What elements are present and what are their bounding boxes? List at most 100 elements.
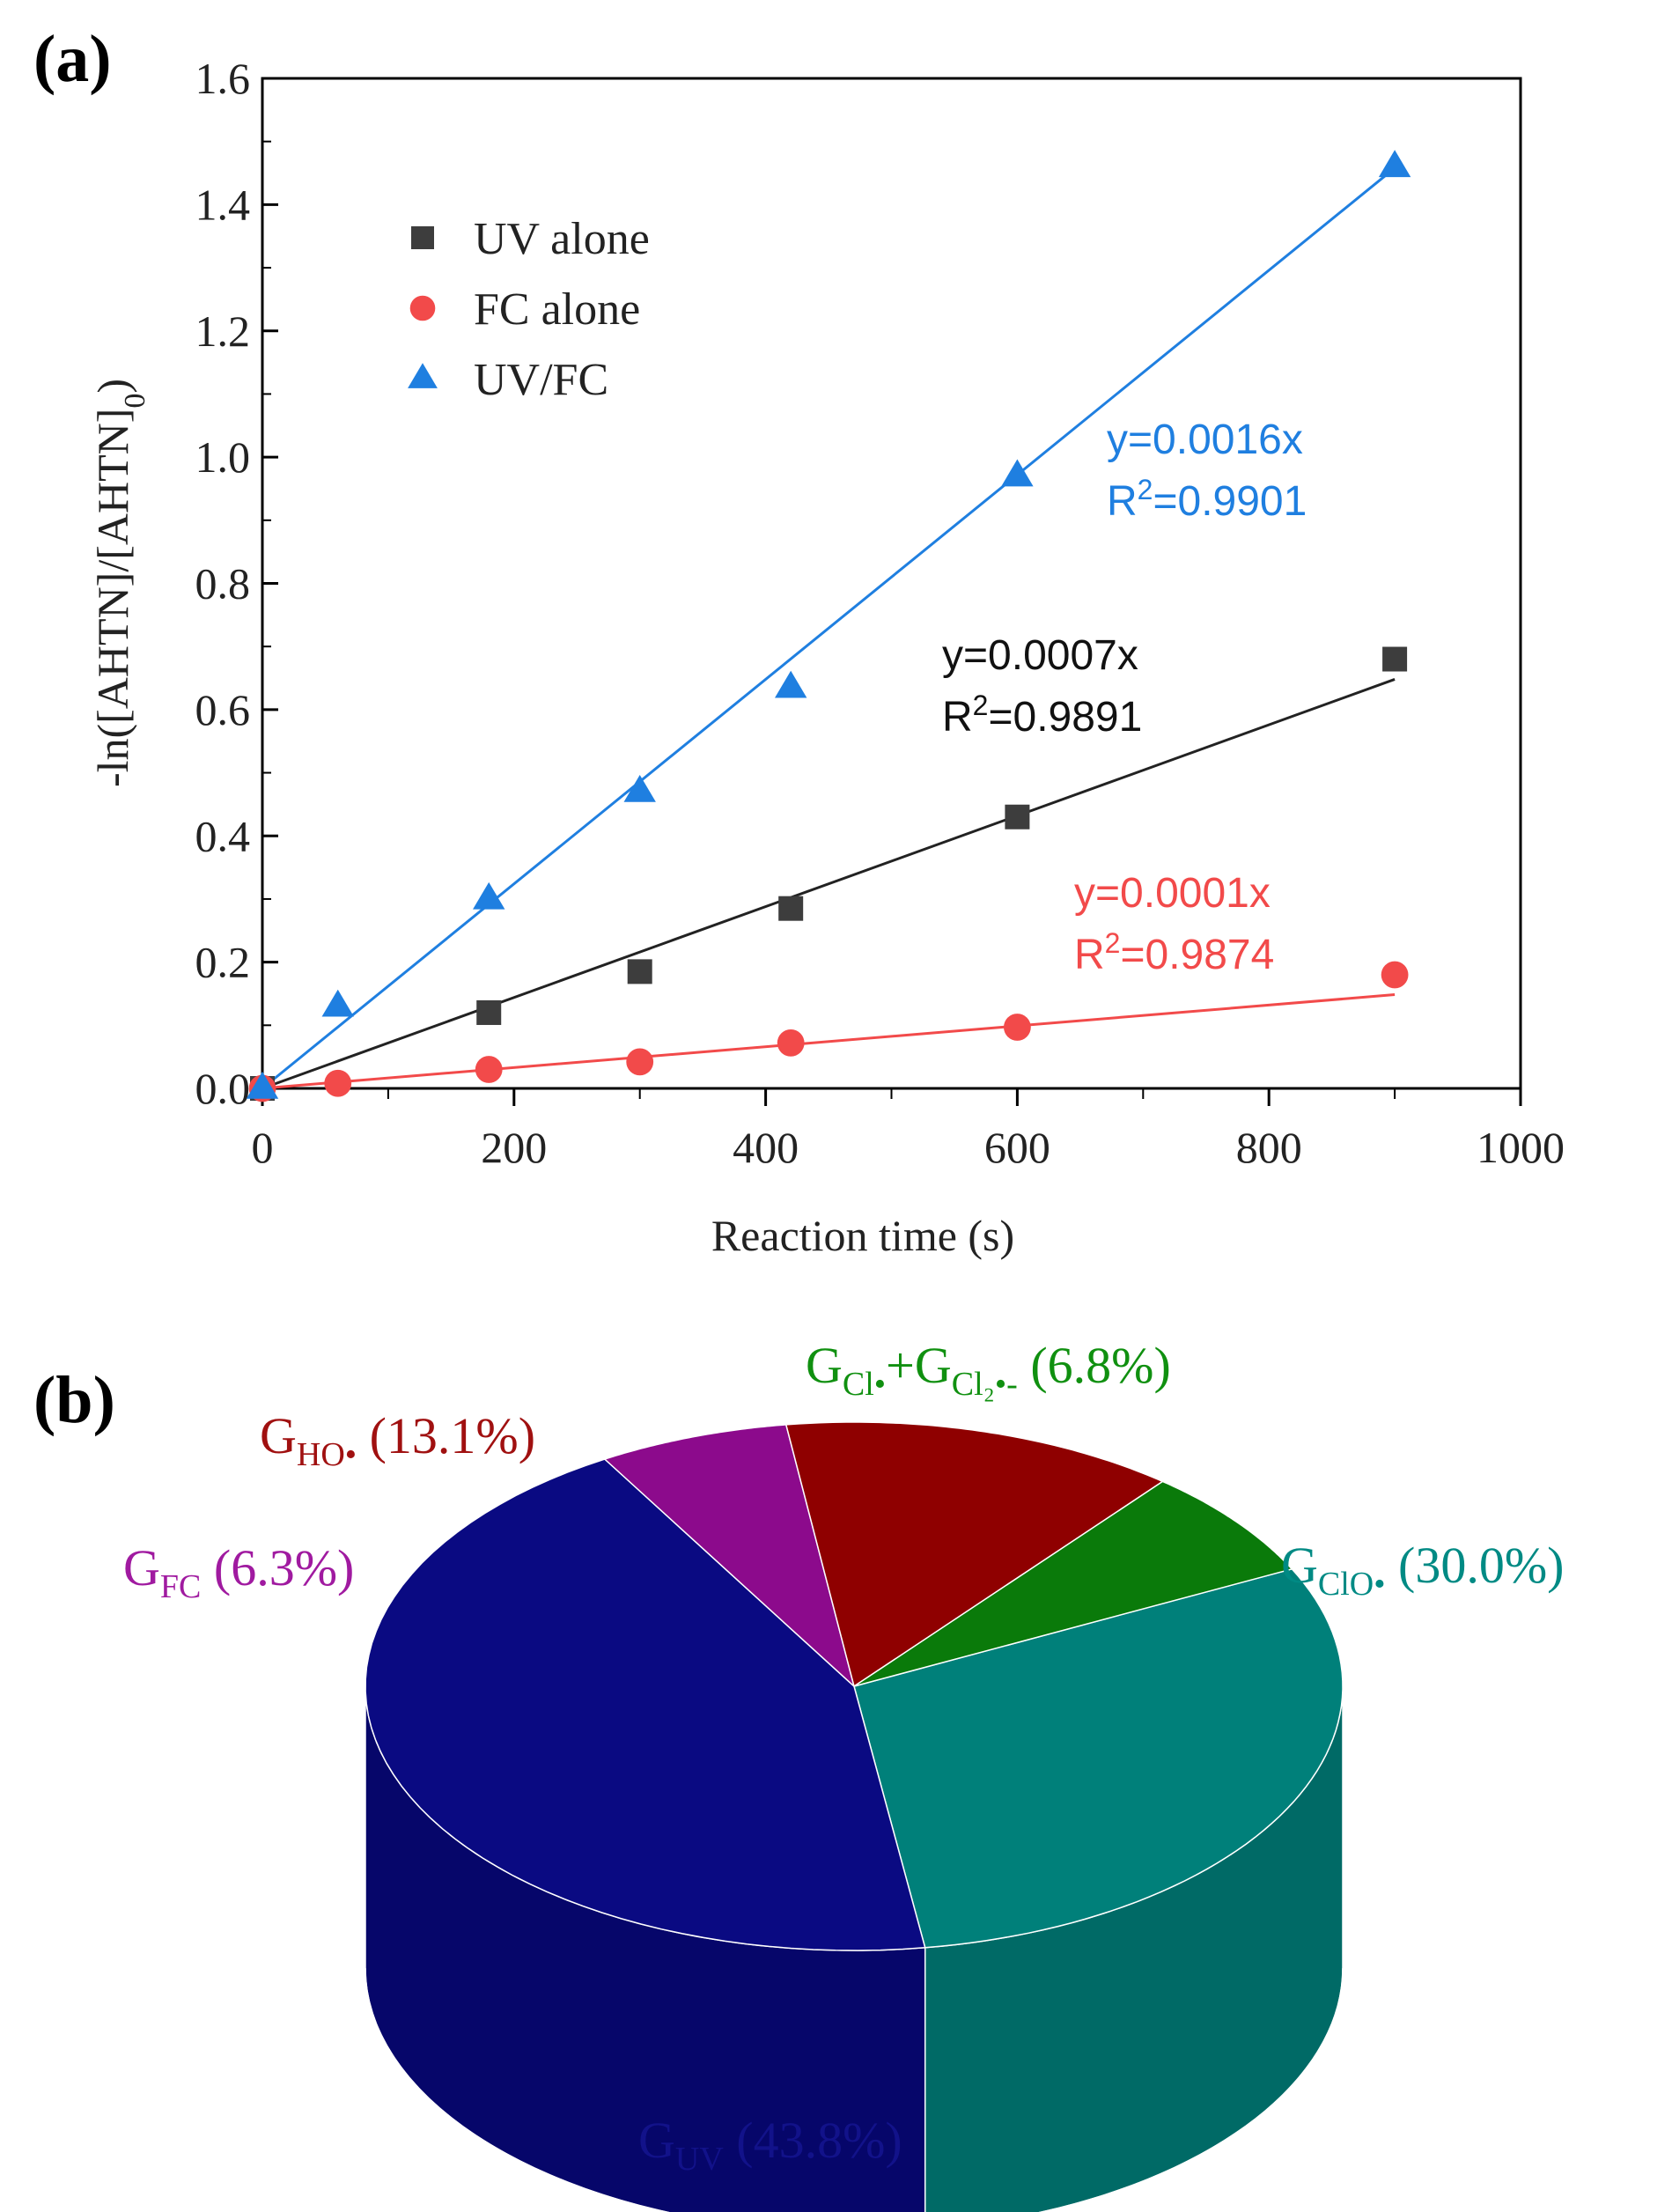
pie-label-main: G [260, 1407, 297, 1464]
pie-label-percent: (6.8%) [1018, 1337, 1171, 1394]
data-point-triangle [321, 989, 354, 1017]
pie-labels: GClO• (30.0%)GUV (43.8%)GFC (6.3%)GHO• (… [123, 1337, 1565, 2178]
x-tick-label: 1000 [1477, 1123, 1565, 1172]
pie-slice-uv [365, 1458, 926, 1951]
pie-label-main: G [638, 2112, 675, 2169]
data-point-square [476, 999, 502, 1025]
pie-slice-clo [853, 1568, 1344, 1949]
pie-label-uv: GUV (43.8%) [638, 2112, 902, 2178]
legend-label: UV/FC [474, 355, 608, 405]
pie-label-main-2: +G [886, 1337, 952, 1394]
pie-label-percent: (6.3%) [201, 1539, 354, 1596]
pie-label-main: G [123, 1539, 160, 1596]
pie-bottom-edge [365, 1967, 1344, 2212]
x-tick-label: 0 [252, 1123, 274, 1172]
x-tick-label: 200 [481, 1123, 547, 1172]
pie-label-main: G [1281, 1537, 1318, 1594]
pie-top [365, 1421, 1344, 1951]
data-point-triangle [623, 774, 656, 802]
pie-label-sub: ClO• [1318, 1566, 1386, 1603]
data-point-circle [1381, 961, 1409, 989]
fit-line-uv-fc [261, 166, 1396, 1090]
x-axis: 0 200 400 600 800 1000 [252, 1088, 1565, 1172]
r-squared-prefix: R [1107, 478, 1138, 525]
y-tick-label: 1.4 [195, 180, 251, 229]
fit-line-uv-alone [261, 678, 1396, 1090]
pie-label-percent: (13.1%) [357, 1407, 535, 1464]
r-squared-sup: 2 [1138, 474, 1153, 505]
y-tick-label: 0.4 [195, 811, 251, 860]
data-point-triangle [1378, 150, 1411, 178]
data-point-circle [626, 1048, 654, 1076]
legend: UV alone FC alone UV/FC [408, 214, 650, 405]
panel-b-label: (b) [33, 1363, 115, 1437]
y-tick-label: 0.2 [195, 938, 251, 987]
pie-label-clo: GClO• (30.0%) [1281, 1537, 1565, 1603]
x-tick-label: 400 [733, 1123, 799, 1172]
y-tick-label: 1.6 [195, 54, 251, 103]
data-point-triangle [473, 881, 505, 910]
plot-frame [261, 77, 1522, 1090]
y-tick-label: 0.6 [195, 685, 251, 734]
fit-equation: y=0.0016x [1107, 417, 1303, 463]
x-axis-label: Reaction time (s) [711, 1211, 1014, 1260]
panel-a-label: (a) [33, 22, 112, 96]
data-point-square [778, 896, 804, 921]
legend-label: FC alone [474, 284, 640, 335]
pie-label-percent: (30.0%) [1386, 1537, 1565, 1594]
pie-label-sub: Cl• [843, 1366, 886, 1403]
fit-lines [261, 166, 1396, 1090]
fit-annotations: y=0.0007xR2=0.9891y=0.0001xR2=0.9874y=0.… [942, 417, 1307, 978]
r-squared: R2=0.9901 [1107, 474, 1307, 525]
r-squared-prefix: R [1074, 932, 1105, 978]
pie-label-sub: FC [160, 1568, 201, 1605]
data-point-square [627, 959, 652, 984]
legend-marker-circle [409, 295, 436, 321]
fit-line-fc-alone [261, 993, 1396, 1090]
y-axis-label-sub: 0 [119, 394, 151, 409]
y-axis: 0.0 0.2 0.4 0.6 0.8 1.0 1.2 1.4 1.6 [195, 54, 278, 1113]
data-point-triangle [774, 670, 807, 698]
x-tick-label: 800 [1236, 1123, 1302, 1172]
pie-slice-fc [604, 1424, 855, 1687]
y-tick-label: 0.8 [195, 559, 251, 608]
legend-marker-triangle [408, 363, 438, 388]
legend-label: UV alone [474, 214, 650, 264]
fit-equation: y=0.0007x [942, 632, 1138, 679]
r-squared: R2=0.9891 [942, 689, 1142, 741]
data-point-square [1005, 804, 1030, 830]
y-tick-label: 1.2 [195, 306, 251, 356]
r-squared-value: =0.9874 [1120, 932, 1274, 978]
r-squared-value: =0.9891 [988, 694, 1142, 741]
data-point-circle [777, 1029, 805, 1057]
r-squared-prefix: R [942, 694, 973, 741]
pie-slice-cl [853, 1480, 1293, 1687]
kinetics-chart: 0.0 0.2 0.4 0.6 0.8 1.0 1.2 1.4 1.6 0 200 400 600 80… [88, 54, 1565, 1260]
pie-label-cl: GCl•+GCl₂•- (6.8%) [806, 1337, 1171, 1403]
data-points [246, 150, 1411, 1102]
pie-label-percent: (43.8%) [724, 2112, 902, 2169]
y-tick-label: 1.0 [195, 432, 251, 482]
r-squared-sup: 2 [1105, 927, 1121, 959]
data-point-square [1382, 646, 1408, 672]
fit-equation: y=0.0001x [1074, 870, 1271, 917]
pie-label-fc: GFC (6.3%) [123, 1539, 354, 1605]
r-squared: R2=0.9874 [1074, 927, 1274, 978]
contribution-pie-chart: GClO• (30.0%)GUV (43.8%)GFC (6.3%)GHO• (… [123, 1337, 1565, 2212]
pie-label-main: G [806, 1337, 843, 1394]
data-point-triangle [246, 1071, 279, 1099]
y-tick-label: 0.0 [195, 1064, 251, 1113]
y-axis-label: -ln([AHTN]/[AHTN]0) [88, 379, 151, 787]
legend-marker-square [411, 226, 434, 249]
pie-slice-ho [785, 1421, 1164, 1687]
pie-label-sub-2: Cl₂•- [952, 1366, 1018, 1403]
r-squared-sup: 2 [973, 689, 989, 721]
x-tick-label: 600 [984, 1123, 1050, 1172]
pie-label-sub: HO• [297, 1436, 357, 1473]
r-squared-value: =0.9901 [1153, 478, 1307, 525]
y-axis-label-close: ) [88, 379, 137, 394]
data-point-circle [475, 1056, 503, 1083]
y-axis-label-main: -ln([AHTN]/[AHTN] [88, 409, 137, 787]
data-point-circle [324, 1069, 352, 1097]
